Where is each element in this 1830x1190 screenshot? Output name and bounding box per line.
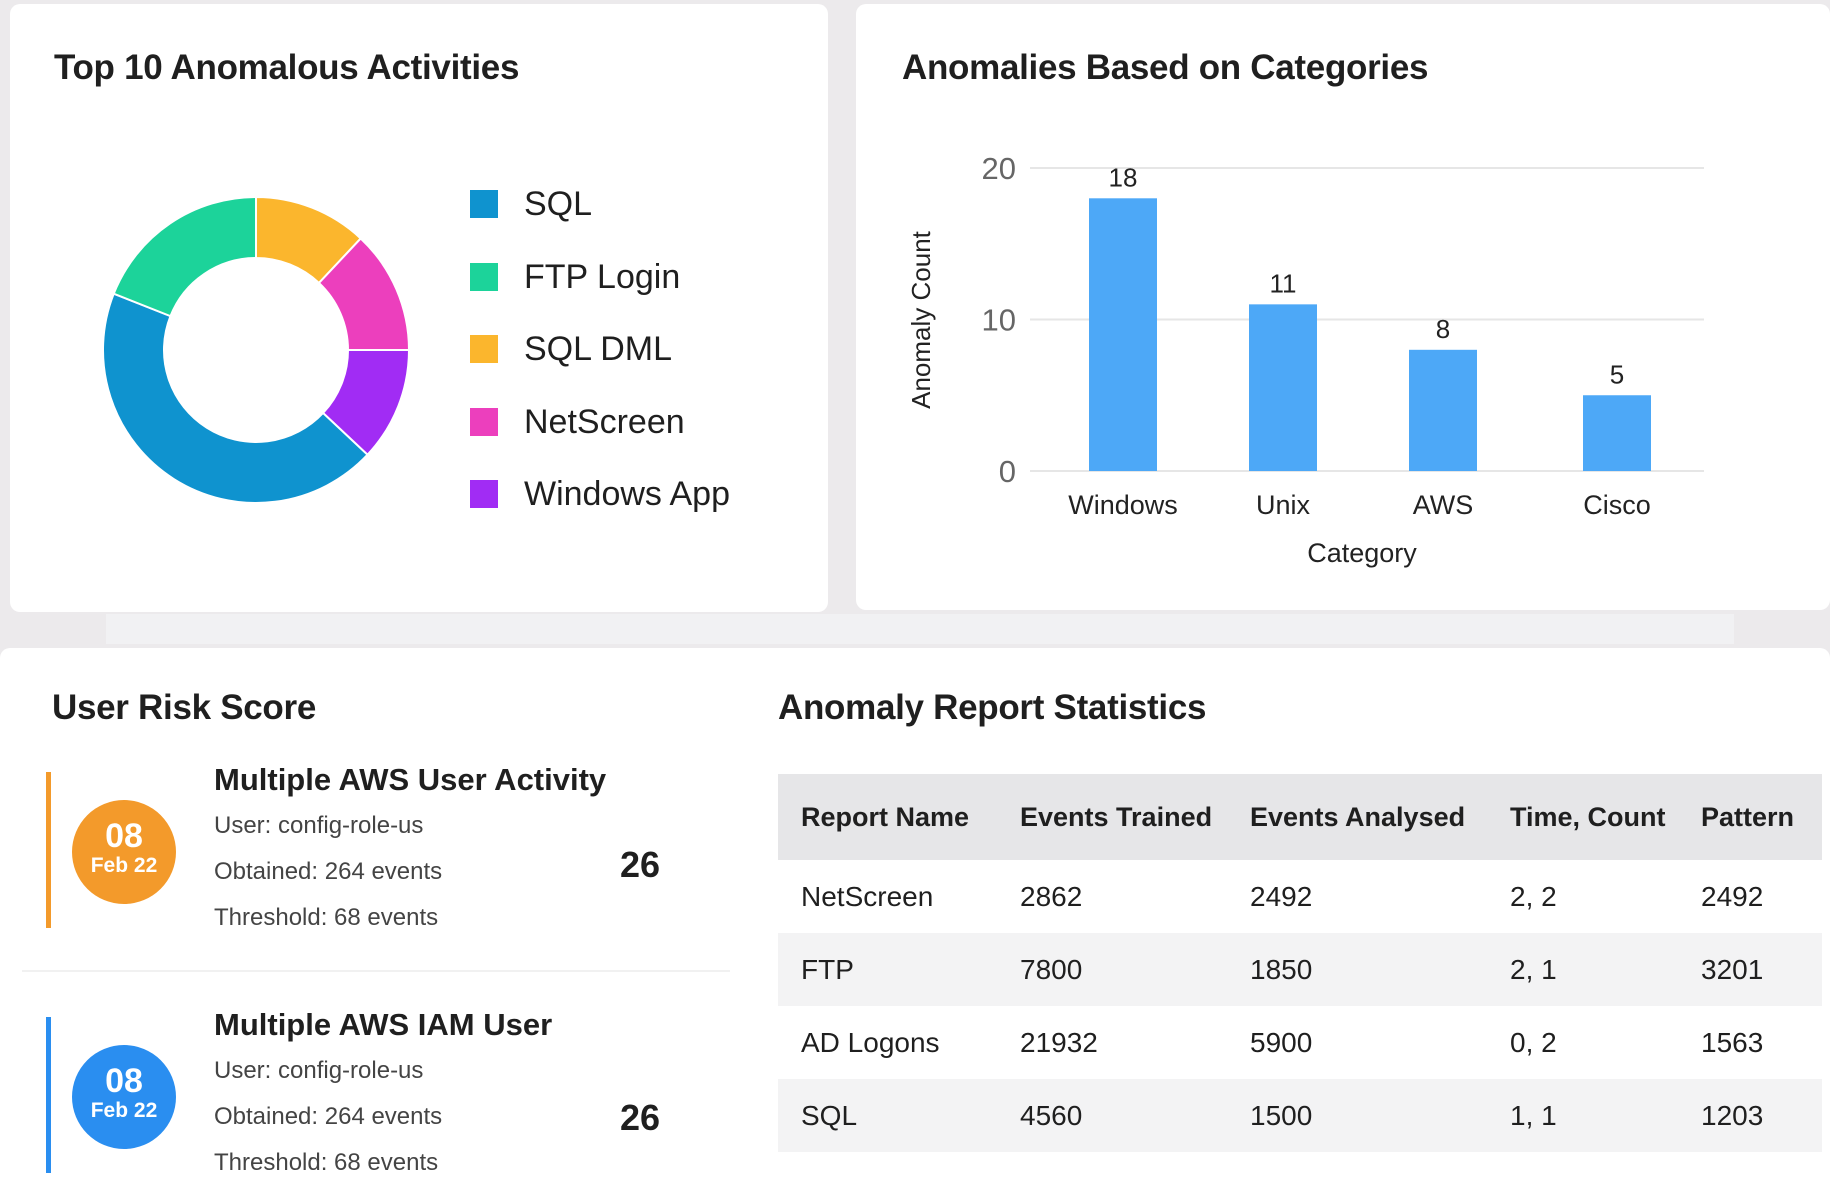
top-anomalous-activities-card: Top 10 Anomalous Activities SQL FTP Login… xyxy=(10,4,828,612)
column-header[interactable]: Time, Count xyxy=(1487,774,1678,860)
bar-data-label: 5 xyxy=(1610,359,1624,389)
table-row[interactable]: FTP 7800 1850 2, 1 3201 xyxy=(778,933,1822,1006)
legend-item-ftp-login[interactable]: FTP Login xyxy=(470,253,730,326)
date-month: Feb 22 xyxy=(90,854,158,877)
bar-aws[interactable] xyxy=(1409,349,1477,471)
table-cell: 2, 1 xyxy=(1487,933,1678,1006)
date-badge: 08 Feb 22 xyxy=(72,1045,176,1149)
legend-item-windows-app[interactable]: Windows App xyxy=(470,470,730,543)
legend-item-netscreen[interactable]: NetScreen xyxy=(470,398,730,471)
table-cell: SQL xyxy=(778,1079,997,1152)
table-cell: 1563 xyxy=(1678,1006,1822,1079)
date-day: 08 xyxy=(105,817,143,855)
risk-user: User: config-role-us xyxy=(214,812,424,839)
background-strip xyxy=(106,614,1734,644)
table-cell: 1203 xyxy=(1678,1079,1822,1152)
donut-slice-sql[interactable] xyxy=(102,292,369,504)
bar-cisco[interactable] xyxy=(1583,395,1651,471)
table-row[interactable]: AD Logons 21932 5900 0, 2 1563 xyxy=(778,1006,1822,1079)
x-tick-label: Windows xyxy=(1068,490,1178,520)
bar-unix[interactable] xyxy=(1249,304,1317,471)
date-month: Feb 22 xyxy=(90,1099,158,1122)
bar-data-label: 8 xyxy=(1436,314,1450,344)
legend-swatch xyxy=(470,480,498,508)
bar-data-label: 11 xyxy=(1270,268,1297,298)
donut-chart xyxy=(102,195,411,504)
legend-item-sql[interactable]: SQL xyxy=(470,180,730,253)
risk-obtained: Obtained: 264 events xyxy=(214,858,443,885)
risk-user: User: config-role-us xyxy=(214,1057,424,1084)
risk-item-title: Multiple AWS IAM User xyxy=(214,1007,553,1042)
table-cell: AD Logons xyxy=(778,1006,997,1079)
risk-item[interactable]: 08 Feb 22 Multiple AWS IAM User User: co… xyxy=(0,1005,730,1190)
table-cell: 2492 xyxy=(1678,860,1822,933)
donut-legend: SQL FTP Login SQL DML NetScreen Windows App xyxy=(470,180,730,543)
column-header[interactable]: Events Trained xyxy=(997,774,1227,860)
donut-slice-ftp-login[interactable] xyxy=(112,195,257,318)
legend-swatch xyxy=(470,190,498,218)
stats-title: Anomaly Report Statistics xyxy=(778,688,1207,727)
table-cell: 21932 xyxy=(997,1006,1227,1079)
anomalies-by-category-card: Anomalies Based on Categories 0 10 20 18 Win… xyxy=(856,4,1830,610)
risk-threshold: Threshold: 68 events xyxy=(214,904,439,931)
table-cell: 4560 xyxy=(997,1079,1227,1152)
column-header[interactable]: Events Analysed xyxy=(1227,774,1487,860)
column-header[interactable]: Report Name xyxy=(778,774,997,860)
x-tick-label: AWS xyxy=(1413,490,1474,520)
risk-item-title: Multiple AWS User Activity xyxy=(214,762,607,797)
x-tick-label: Cisco xyxy=(1583,490,1651,520)
y-tick-label: 20 xyxy=(982,151,1016,186)
legend-label: FTP Login xyxy=(524,257,681,296)
donut-card-title: Top 10 Anomalous Activities xyxy=(54,48,520,87)
column-header[interactable]: Pattern xyxy=(1678,774,1822,860)
risk-accent-bar xyxy=(46,1017,51,1173)
table-cell: 2862 xyxy=(997,860,1227,933)
risk-threshold: Threshold: 68 events xyxy=(214,1149,439,1176)
table-cell: 1500 xyxy=(1227,1079,1487,1152)
table-cell: 0, 2 xyxy=(1487,1006,1678,1079)
anomaly-stats-table: Report Name Events Trained Events Analys… xyxy=(778,774,1822,1152)
y-tick-label: 0 xyxy=(999,454,1016,489)
table-cell: 2, 2 xyxy=(1487,860,1678,933)
date-day: 08 xyxy=(105,1062,143,1100)
bar-data-label: 18 xyxy=(1109,162,1138,192)
y-axis-title: Anomaly Count xyxy=(906,230,936,409)
table-cell: NetScreen xyxy=(778,860,997,933)
legend-label: SQL xyxy=(524,185,593,223)
table-cell: 3201 xyxy=(1678,933,1822,1006)
risk-divider xyxy=(22,970,730,972)
table-cell: FTP xyxy=(778,933,997,1006)
x-tick-label: Unix xyxy=(1256,490,1311,520)
risk-accent-bar xyxy=(46,772,51,928)
table-cell: 1, 1 xyxy=(1487,1079,1678,1152)
risk-obtained: Obtained: 264 events xyxy=(214,1103,443,1130)
risk-score-value: 26 xyxy=(620,844,661,885)
risk-score-value: 26 xyxy=(620,1097,661,1138)
table-header-row: Report Name Events Trained Events Analys… xyxy=(778,774,1822,860)
table-row[interactable]: NetScreen 2862 2492 2, 2 2492 xyxy=(778,860,1822,933)
y-tick-label: 10 xyxy=(982,303,1016,338)
table-cell: 5900 xyxy=(1227,1006,1487,1079)
date-badge: 08 Feb 22 xyxy=(72,800,176,904)
legend-label: NetScreen xyxy=(524,402,685,441)
bar-chart: 0 10 20 18 Windows 11 Unix 8 AWS 5 Cisco Category An… xyxy=(906,151,1704,568)
table-row[interactable]: SQL 4560 1500 1, 1 1203 xyxy=(778,1079,1822,1152)
legend-swatch xyxy=(470,407,498,436)
legend-swatch xyxy=(470,335,498,363)
x-axis-title: Category xyxy=(1307,538,1417,568)
legend-label: SQL DML xyxy=(524,330,673,368)
legend-item-sql-dml[interactable]: SQL DML xyxy=(470,325,730,398)
table-cell: 2492 xyxy=(1227,860,1487,933)
bar-card-title: Anomalies Based on Categories xyxy=(902,48,1429,87)
risk-item[interactable]: 08 Feb 22 Multiple AWS User Activity Use… xyxy=(0,760,730,990)
table-cell: 7800 xyxy=(997,933,1227,1006)
legend-label: Windows App xyxy=(524,475,730,513)
table-cell: 1850 xyxy=(1227,933,1487,1006)
bar-windows[interactable] xyxy=(1089,198,1157,472)
legend-swatch xyxy=(470,262,498,291)
risk-score-title: User Risk Score xyxy=(52,688,316,727)
